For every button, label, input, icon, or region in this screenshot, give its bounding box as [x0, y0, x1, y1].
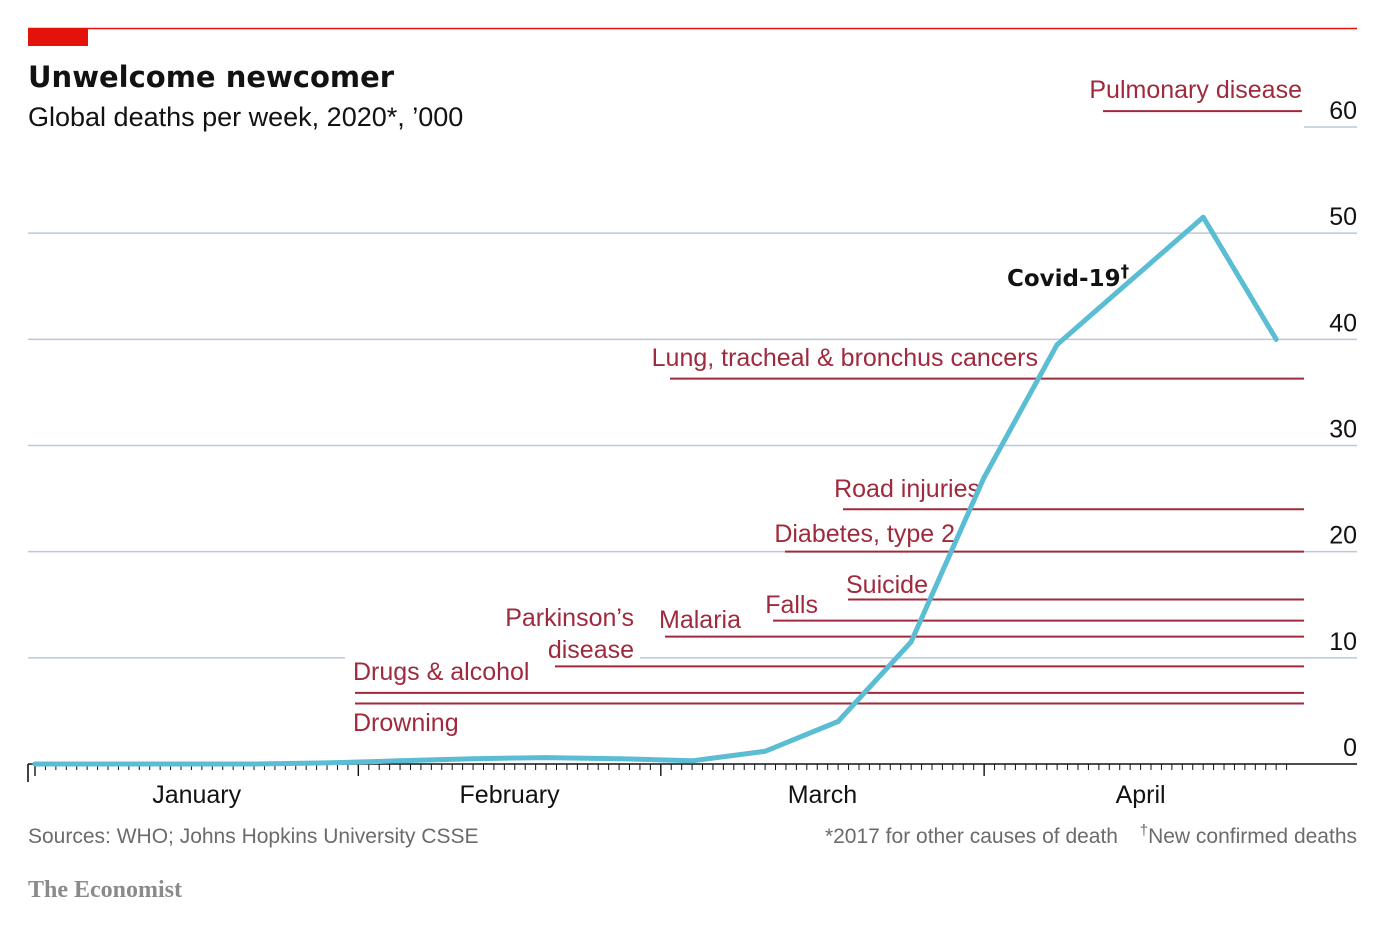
covid-data-point: [543, 755, 549, 761]
covid-data-point: [397, 758, 403, 764]
covid-data-point: [762, 748, 768, 754]
x-tick-label: January: [152, 781, 241, 809]
reference-line-label: Falls: [765, 591, 818, 619]
y-tick-label: 60: [1329, 97, 1357, 125]
covid-series-label: Covid-19†: [1007, 262, 1129, 292]
chart-title: Unwelcome newcomer: [28, 60, 395, 94]
covid-data-point: [981, 474, 987, 480]
y-tick-label: 50: [1329, 203, 1357, 231]
covid-data-point: [1054, 342, 1060, 348]
reference-line-label: Malaria: [659, 606, 741, 634]
covid-data-point: [908, 639, 914, 645]
covid-data-point: [1200, 214, 1206, 220]
x-tick-label: April: [1116, 781, 1166, 809]
dagger-marker: †: [1140, 822, 1148, 839]
cause-labels: Pulmonary disease Lung, tracheal & bronch…: [353, 76, 1302, 737]
y-tick-label: 10: [1329, 628, 1357, 656]
covid-dagger-marker: †: [1121, 262, 1130, 282]
reference-line-label: Drugs & alcohol: [353, 658, 529, 686]
y-tick-label: 40: [1329, 309, 1357, 337]
covid-data-point: [689, 758, 695, 764]
reference-line-label: Road injuries: [834, 475, 980, 503]
footnote-2017: *2017 for other causes of death: [825, 825, 1118, 848]
reference-line-label: Drowning: [353, 709, 459, 737]
covid-data-point: [1273, 336, 1279, 342]
reference-line-label: Lung, tracheal & bronchus cancers: [652, 344, 1038, 372]
reference-line-label: Parkinson’s disease: [505, 604, 634, 664]
x-tick-label: February: [460, 781, 561, 809]
accent-bar: [28, 28, 88, 46]
x-axis: January February March April: [27, 763, 1357, 809]
covid-data-point: [32, 761, 38, 767]
x-tick-label: March: [788, 781, 857, 809]
covid-data-point: [470, 756, 476, 762]
reference-line-label: Diabetes, type 2: [774, 520, 955, 548]
reference-line-label: Pulmonary disease: [1089, 76, 1302, 104]
y-axis-tick-labels: 0 10 20 30 40 50 60: [1329, 97, 1357, 762]
covid-data-point: [835, 719, 841, 725]
sources-note: Sources: WHO; Johns Hopkins University C…: [28, 825, 478, 848]
reference-line-label: Suicide: [846, 571, 928, 599]
gridlines: [28, 126, 1357, 659]
economist-logo: The Economist: [28, 877, 182, 903]
y-tick-label: 30: [1329, 416, 1357, 444]
covid-line: [32, 214, 1279, 767]
y-tick-label: 0: [1343, 734, 1357, 762]
cause-reference-lines: [355, 110, 1304, 705]
y-tick-label: 20: [1329, 522, 1357, 550]
covid-data-point: [251, 761, 257, 767]
covid-data-point: [616, 756, 622, 762]
chart-subtitle: Global deaths per week, 2020*, ’000: [28, 102, 463, 132]
footnote-new-deaths: †New confirmed deaths: [1140, 822, 1357, 848]
covid-data-point: [324, 760, 330, 766]
covid-series: [32, 214, 1279, 767]
covid-data-point: [1127, 278, 1133, 284]
